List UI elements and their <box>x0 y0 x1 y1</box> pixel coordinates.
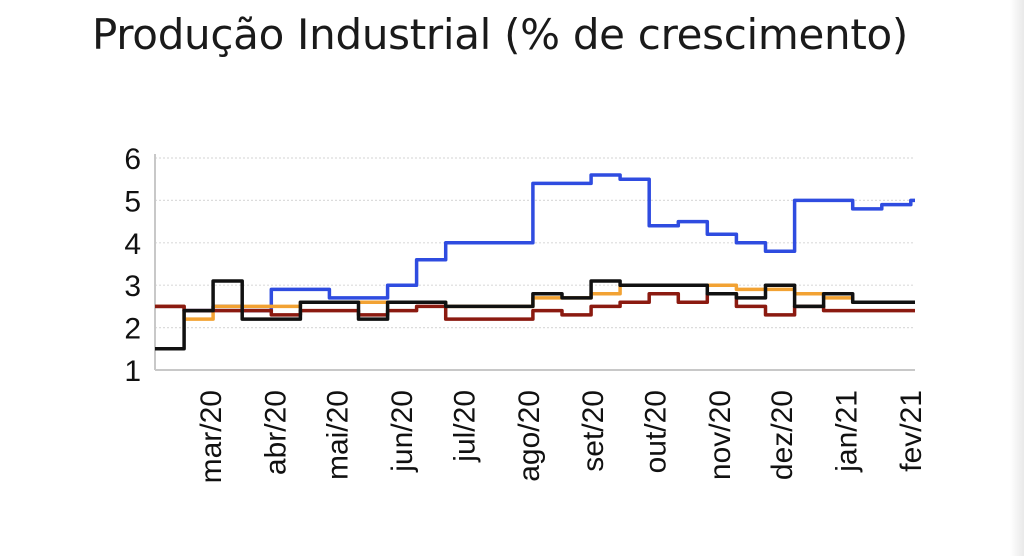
x-tick-label: ago/20 <box>513 390 546 482</box>
x-tick-label: jun/20 <box>386 390 419 473</box>
series-line-4 <box>155 279 915 351</box>
x-tick-label: jan/21 <box>830 390 863 473</box>
y-tick-label: 1 <box>124 355 141 388</box>
x-tick-label: mai/20 <box>322 390 355 480</box>
y-tick-labels: 1 2 3 4 5 6 <box>124 143 141 388</box>
x-tick-label: mar/20 <box>195 390 228 483</box>
y-tick-label: 5 <box>124 185 141 218</box>
y-tick-label: 3 <box>124 270 141 303</box>
y-tick-label: 2 <box>124 313 141 346</box>
x-tick-label: jul/20 <box>448 390 481 463</box>
x-tick-label: set/20 <box>577 390 610 472</box>
axes <box>154 154 915 371</box>
series-lines <box>155 173 915 351</box>
x-tick-label: dez/20 <box>766 390 799 480</box>
right-edge-shade <box>1010 0 1024 556</box>
x-tick-label: nov/20 <box>704 390 737 480</box>
x-tick-labels: mar/20 abr/20 mai/20 jun/20 jul/20 ago/20 set/… <box>195 390 928 483</box>
chart-title: Produção Industrial (% de crescimento) <box>91 10 909 59</box>
x-tick-label: out/20 <box>639 390 672 473</box>
y-tick-label: 6 <box>124 143 141 176</box>
series-line-1 <box>155 173 915 313</box>
series-line-2 <box>155 283 915 321</box>
x-tick-label: abr/20 <box>259 390 292 475</box>
y-tick-label: 4 <box>124 228 141 261</box>
x-tick-label: fev/21 <box>895 390 928 472</box>
